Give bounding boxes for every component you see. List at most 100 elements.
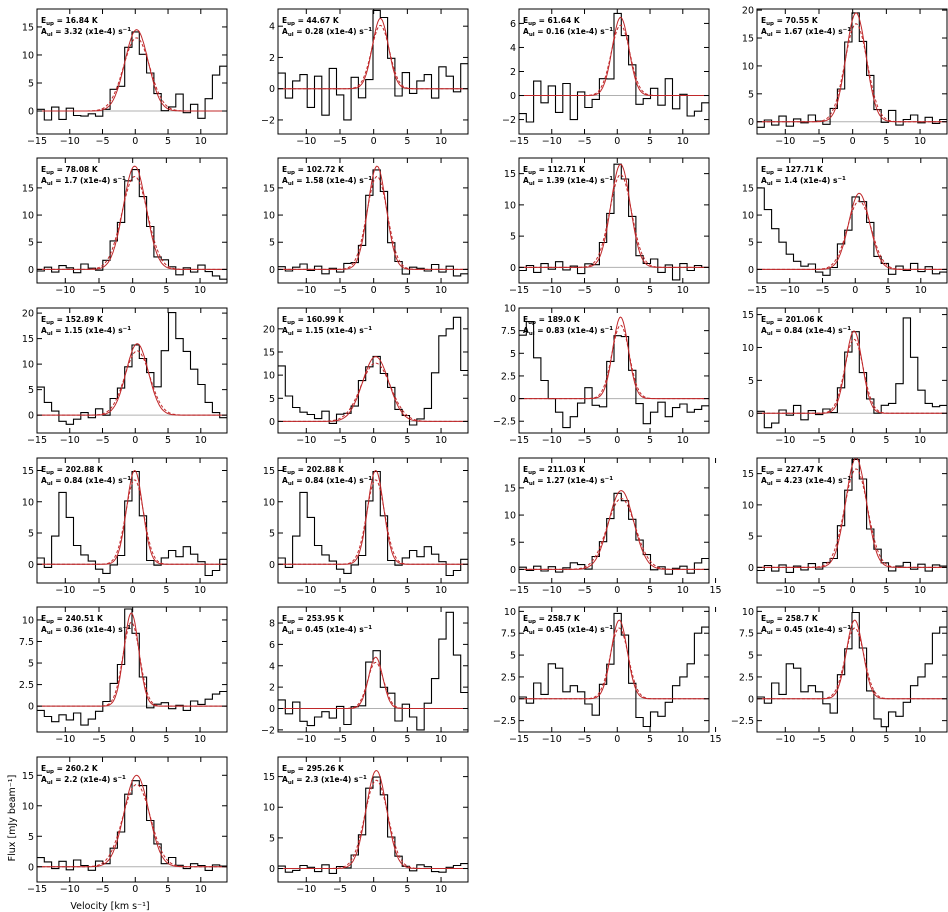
y-tick-label: 4 bbox=[269, 22, 275, 33]
fit-line bbox=[37, 350, 227, 416]
x-axis-label: Velocity [km s⁻¹] bbox=[70, 901, 149, 912]
y-tick-label: 5 bbox=[748, 89, 754, 100]
y-tick-label: 0 bbox=[510, 694, 516, 705]
y-tick-label: 5 bbox=[748, 651, 754, 662]
eup-label: Eup = 70.55 K bbox=[761, 16, 819, 27]
y-tick-label: 2.5 bbox=[501, 371, 516, 382]
y-tick-label: 20 bbox=[263, 324, 275, 335]
panel-frame bbox=[36, 606, 228, 733]
y-tick-label: 2.5 bbox=[739, 672, 754, 683]
fit-line bbox=[519, 324, 709, 400]
y-tick-label: −2.5 bbox=[731, 716, 754, 727]
panel-frame bbox=[518, 157, 710, 284]
x-tick-label: 5 bbox=[647, 285, 653, 296]
x-tick-label: 10 bbox=[435, 136, 447, 147]
x-tick-label: −15 bbox=[509, 585, 529, 596]
y-tick-label: 0 bbox=[748, 265, 754, 276]
y-tick-label: 15 bbox=[22, 22, 34, 33]
y-tick-label: 15 bbox=[22, 771, 34, 782]
x-tick-label: 5 bbox=[885, 285, 891, 296]
fit-line bbox=[37, 175, 227, 270]
y-tick-label: 0 bbox=[510, 394, 516, 405]
panel-frame bbox=[277, 8, 469, 135]
x-tick-label: −5 bbox=[812, 585, 826, 596]
x-tick-label: 0 bbox=[850, 734, 856, 745]
y-tick-label: −2.5 bbox=[493, 716, 516, 727]
y-tick-label: 10 bbox=[263, 211, 275, 222]
x-tick-label: −10 bbox=[542, 435, 562, 446]
y-tick-label: 5 bbox=[28, 659, 34, 670]
x-tick-label: −10 bbox=[542, 734, 562, 745]
fit-line bbox=[519, 627, 709, 700]
y-tick-label: 5 bbox=[28, 832, 34, 843]
x-tick-label: −10 bbox=[55, 734, 75, 745]
x-tick-label: 10 bbox=[914, 734, 926, 745]
y-tick-label: 6 bbox=[269, 640, 275, 651]
x-tick-label: −10 bbox=[542, 136, 562, 147]
y-tick-label: 5 bbox=[28, 385, 34, 396]
y-tick-label: 10 bbox=[22, 360, 34, 371]
fit-line bbox=[757, 627, 947, 700]
y-tick-label: 5 bbox=[510, 651, 516, 662]
y-tick-label: 10 bbox=[742, 343, 754, 354]
observed-spectrum bbox=[757, 458, 947, 573]
x-tick-label: 0 bbox=[371, 734, 377, 745]
y-tick-label: 5 bbox=[748, 376, 754, 387]
aul-label: Aul = 0.28 (x1e-4) s−1 bbox=[282, 27, 372, 38]
y-tick-label: 15 bbox=[22, 183, 34, 194]
eup-label: Eup = 253.95 K bbox=[282, 614, 345, 625]
x-tick-label: 5 bbox=[404, 884, 410, 895]
spectrum-panel: −15 −10 −5 0 5 10 15 −2.5 0 2.5 5 7.5 10 Eup = 258.7 … bbox=[493, 606, 722, 745]
y-tick-label: 10 bbox=[22, 50, 34, 61]
x-tick-label: −10 bbox=[60, 136, 80, 147]
x-tick-label: −10 bbox=[775, 435, 795, 446]
panel-frame bbox=[36, 756, 228, 883]
x-tick-label: 0 bbox=[614, 136, 620, 147]
y-tick-label: 15 bbox=[22, 466, 34, 477]
y-tick-label: 0 bbox=[269, 864, 275, 875]
x-tick-label: 10 bbox=[195, 435, 207, 446]
y-tick-label: 10 bbox=[742, 61, 754, 72]
y-tick-label: 15 bbox=[742, 183, 754, 194]
x-tick-label: −5 bbox=[92, 285, 106, 296]
aul-label: Aul = 0.45 (x1e-4) s−1 bbox=[523, 625, 613, 636]
eup-label: Eup = 211.03 K bbox=[523, 465, 586, 476]
panel-frame bbox=[36, 157, 228, 284]
x-tick-label: 0 bbox=[371, 285, 377, 296]
y-tick-label: −2.5 bbox=[493, 417, 516, 428]
x-tick-label: −5 bbox=[96, 884, 110, 895]
eup-label: Eup = 78.08 K bbox=[41, 165, 99, 176]
x-tick-label: 5 bbox=[404, 136, 410, 147]
y-tick-label: 15 bbox=[263, 183, 275, 194]
panel-frame bbox=[518, 307, 710, 434]
y-tick-label: 20 bbox=[742, 6, 754, 17]
x-tick-label: −10 bbox=[60, 435, 80, 446]
fit-line bbox=[278, 661, 468, 709]
y-tick-label: 5 bbox=[510, 349, 516, 360]
eup-label: Eup = 152.89 K bbox=[41, 315, 104, 326]
y-tick-label: 0 bbox=[510, 91, 516, 102]
x-tick-label: 0 bbox=[371, 585, 377, 596]
aul-label: Aul = 1.15 (x1e-4) s−1 bbox=[41, 326, 131, 337]
y-tick-label: 5 bbox=[510, 538, 516, 549]
x-tick-label: 0 bbox=[614, 734, 620, 745]
y-tick-label: 0 bbox=[28, 702, 34, 713]
aul-label: Aul = 1.39 (x1e-4) s−1 bbox=[523, 176, 613, 187]
x-tick-label: 10 bbox=[677, 585, 689, 596]
x-tick-label: 10 bbox=[195, 136, 207, 147]
x-tick-label: 10 bbox=[914, 585, 926, 596]
panel-frame bbox=[277, 457, 469, 584]
y-tick-label: 10 bbox=[22, 211, 34, 222]
x-tick-label: 5 bbox=[647, 734, 653, 745]
x-tick-label: 0 bbox=[614, 435, 620, 446]
y-tick-label: 5 bbox=[510, 232, 516, 243]
x-tick-label: −15 bbox=[509, 136, 529, 147]
y-tick-label: 2 bbox=[510, 67, 516, 78]
eup-label: Eup = 112.71 K bbox=[523, 165, 586, 176]
panel-frame bbox=[518, 457, 710, 584]
